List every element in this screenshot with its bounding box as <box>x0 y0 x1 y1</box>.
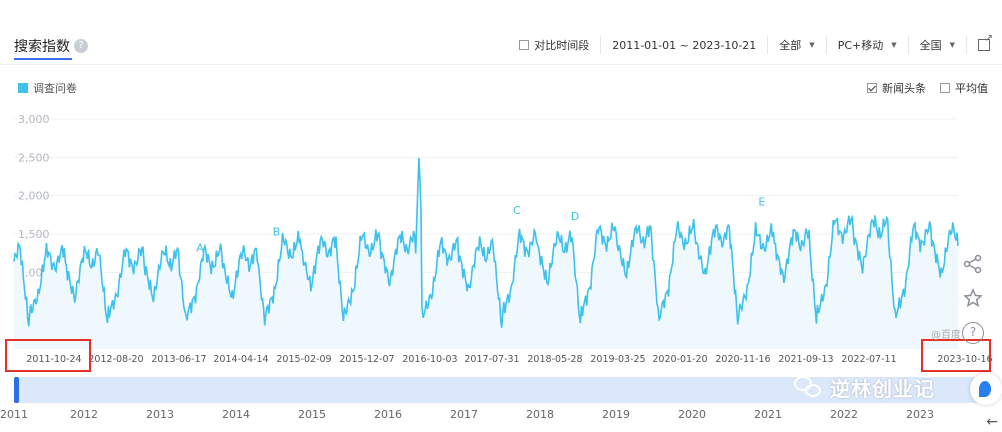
header-divider <box>0 64 1002 65</box>
y-tick-label: 3,000 <box>18 113 50 126</box>
device-select[interactable]: PC+移动 ▼ <box>827 36 909 54</box>
news-checkbox[interactable] <box>867 83 877 93</box>
slider-year-label: 2022 <box>830 408 858 421</box>
highlight-box-end <box>921 339 991 372</box>
slider-year-label: 2013 <box>146 408 174 421</box>
date-range-value: 2011-01-01 ~ 2023-10-21 <box>612 38 757 52</box>
date-range-picker[interactable]: 2011-01-01 ~ 2023-10-21 <box>601 36 769 54</box>
x-tick-label: 2012-08-20 <box>88 354 143 365</box>
slider-year-label: 2014 <box>222 408 250 421</box>
news-annotations: A B C D E <box>196 196 765 255</box>
slider-year-label: 2020 <box>678 408 706 421</box>
x-tick-label: 2017-07-31 <box>464 354 519 365</box>
page-title-text: 搜索指数 <box>14 39 70 55</box>
scope-value: 全部 <box>779 39 802 52</box>
region-select[interactable]: 全国 ▼ <box>909 36 967 54</box>
news-marker[interactable]: E <box>758 196 765 209</box>
y-tick-label: 2,500 <box>18 151 50 164</box>
external-link-icon <box>978 33 993 51</box>
news-marker[interactable]: A <box>196 242 204 255</box>
help-circle-icon[interactable]: ? <box>962 322 984 344</box>
external-link-button[interactable] <box>967 33 993 54</box>
series-line <box>13 157 959 328</box>
page-title: 搜索指数 ? <box>14 36 88 56</box>
y-tick-label: 2,000 <box>18 190 50 203</box>
x-axis-ticks: 2011-10-24 2012-08-20 2013-06-17 2014-04-14… <box>26 354 992 365</box>
slider-year-label: 2018 <box>526 408 554 421</box>
x-tick-label: 2014-04-14 <box>213 354 268 365</box>
back-arrow-icon[interactable]: ← <box>986 414 998 430</box>
x-tick-label: 2016-10-03 <box>402 354 457 365</box>
average-label: 平均值 <box>955 82 988 95</box>
wechat-icon <box>794 375 824 400</box>
chart-legend[interactable]: 调查问卷 <box>18 80 77 96</box>
chevron-down-icon: ▼ <box>809 41 815 49</box>
scope-select[interactable]: 全部 ▼ <box>768 36 827 54</box>
slider-year-label: 2011 <box>0 408 28 421</box>
average-toggle[interactable]: 平均值 <box>940 80 988 96</box>
wechat-watermark: 逆林创业记 <box>794 373 935 402</box>
legend-series-label: 调查问卷 <box>33 82 77 95</box>
slider-handle[interactable] <box>14 377 19 403</box>
x-tick-label: 2021-09-13 <box>778 354 833 365</box>
region-value: 全国 <box>919 39 942 52</box>
x-tick-label: 2011-10-24 <box>26 354 81 365</box>
watermark-small: @百度 <box>931 330 961 341</box>
share-icon[interactable] <box>962 254 984 276</box>
news-headline-toggle[interactable]: 新闻头条 <box>867 80 926 96</box>
x-tick-label: 2018-05-28 <box>527 354 582 365</box>
slider-year-label: 2023 <box>906 408 934 421</box>
help-icon[interactable]: ? <box>74 39 88 53</box>
x-tick-label: 2015-02-09 <box>276 354 331 365</box>
x-tick-label: 2022-07-11 <box>841 354 896 365</box>
title-underline <box>14 58 72 60</box>
device-value: PC+移动 <box>837 39 884 52</box>
slider-year-label: 2021 <box>754 408 782 421</box>
chart-options: 新闻头条 平均值 <box>853 80 988 96</box>
toolbar: 对比时间段 2011-01-01 ~ 2023-10-21 全部 ▼ PC+移动… <box>508 33 993 54</box>
side-tools: ? <box>962 254 984 356</box>
y-tick-label: 1,500 <box>18 228 50 241</box>
compare-checkbox[interactable] <box>519 40 530 50</box>
x-tick-label: 2020-11-16 <box>715 354 770 365</box>
float-action-button[interactable] <box>970 373 1002 405</box>
x-tick-label: 2019-03-25 <box>590 354 645 365</box>
slider-year-label: 2017 <box>450 408 478 421</box>
star-icon[interactable] <box>962 288 984 310</box>
news-label: 新闻头条 <box>882 82 926 95</box>
slider-year-label: 2015 <box>298 408 326 421</box>
highlight-box-start <box>5 339 91 372</box>
slider-year-label: 2012 <box>70 408 98 421</box>
chevron-down-icon: ▼ <box>949 41 955 49</box>
slider-year-label: 2019 <box>602 408 630 421</box>
x-tick-label: 2023-10-16 <box>937 354 992 365</box>
x-tick-label: 2015-12-07 <box>339 354 394 365</box>
news-marker[interactable]: D <box>571 210 579 223</box>
watermark-text: 逆林创业记 <box>830 377 935 401</box>
x-tick-label: 2013-06-17 <box>151 354 206 365</box>
news-marker[interactable]: B <box>273 226 281 239</box>
legend-swatch <box>18 83 28 93</box>
x-tick-label: 2020-01-20 <box>652 354 707 365</box>
slider-year-label: 2016 <box>374 408 402 421</box>
chevron-down-icon: ▼ <box>891 41 897 49</box>
news-marker[interactable]: C <box>513 204 521 217</box>
compare-label: 对比时间段 <box>534 39 590 52</box>
average-checkbox[interactable] <box>940 83 950 93</box>
compare-period-toggle[interactable]: 对比时间段 <box>508 36 602 54</box>
series-area <box>14 157 958 349</box>
